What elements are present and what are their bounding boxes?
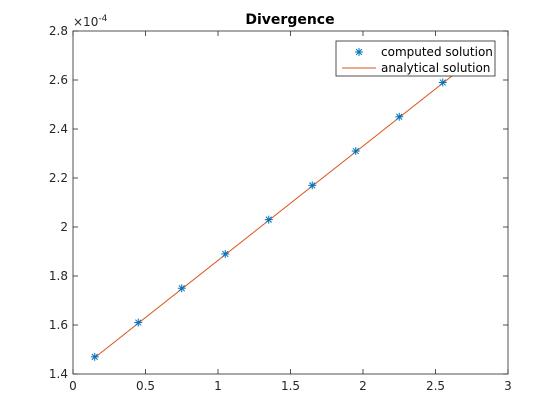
legend-box xyxy=(335,40,496,77)
legend: computed solution analytical solution xyxy=(335,40,496,77)
y-tick-label: 2.6 xyxy=(49,73,68,87)
x-tick-label: 1.5 xyxy=(281,379,300,393)
x-tick-label: 1 xyxy=(214,379,222,393)
y-axis-exponent-label: ×10-4 xyxy=(73,14,108,29)
data-point-computed-solution xyxy=(264,215,273,224)
x-tick-label: 2.5 xyxy=(426,379,445,393)
series-line-analytical-solution xyxy=(94,48,487,358)
y-tick-label: 2.8 xyxy=(49,24,68,38)
y-tick-label: 1.6 xyxy=(49,318,68,332)
data-point-computed-solution xyxy=(351,147,360,156)
x-tick-label: 3 xyxy=(504,379,512,393)
y-tick-label: 1.8 xyxy=(49,269,68,283)
series-layer xyxy=(90,48,487,361)
data-point-computed-solution xyxy=(395,112,404,121)
x-tick-label: 0 xyxy=(69,379,77,393)
data-point-computed-solution xyxy=(90,352,99,361)
y-tick-label: 2.2 xyxy=(49,171,68,185)
data-point-computed-solution xyxy=(134,318,143,327)
plot-area xyxy=(73,31,508,374)
data-point-computed-solution xyxy=(221,249,230,258)
y-axis-exponent: ×10-4 xyxy=(73,14,108,29)
data-point-computed-solution xyxy=(438,78,447,87)
data-point-computed-solution xyxy=(177,284,186,293)
x-tick-label: 0.5 xyxy=(136,379,155,393)
x-tick-label: 2 xyxy=(359,379,367,393)
axes-layer: 0 0.5 1 1.5 2 2.5 3 1.4 1.6 1.8 2 2.2 2.4 2.6 2.8 xyxy=(49,24,512,393)
y-tick-label: 2.4 xyxy=(49,122,68,136)
y-tick-label: 1.4 xyxy=(49,367,68,381)
data-point-computed-solution xyxy=(308,181,317,190)
legend-label-analytical-solution: analytical solution xyxy=(381,61,490,75)
y-tick-label: 2 xyxy=(60,220,68,234)
legend-marker-computed-solution xyxy=(355,48,363,56)
y-axis-exponent-power: -4 xyxy=(98,14,107,24)
y-axis-exponent-base: ×10 xyxy=(73,15,98,29)
legend-label-computed-solution: computed solution xyxy=(381,45,493,59)
legend-asterisk-icon xyxy=(355,48,363,56)
chart-title: Divergence xyxy=(245,12,334,28)
